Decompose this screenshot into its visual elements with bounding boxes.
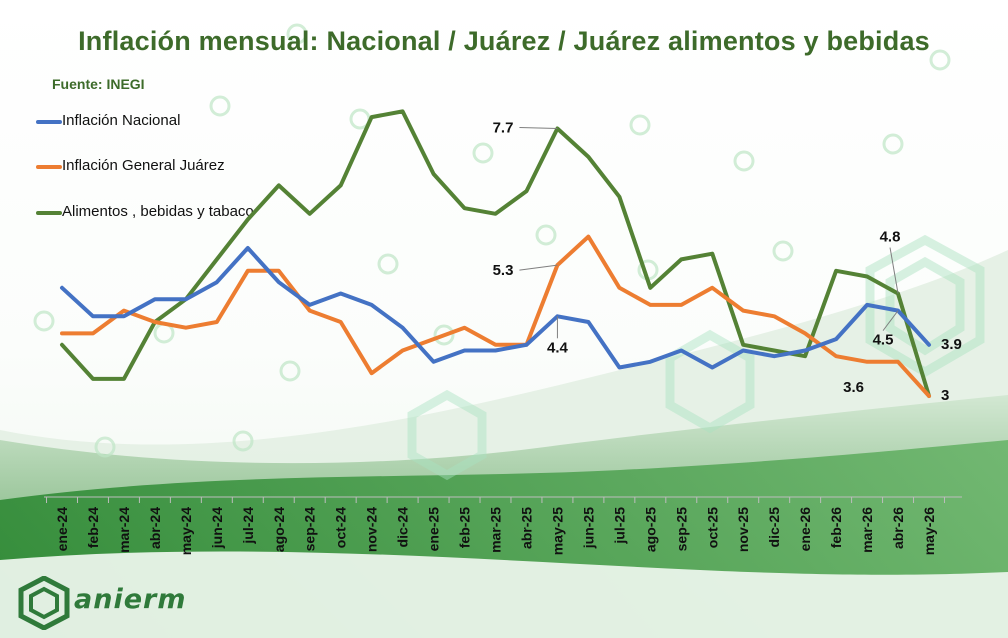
x-axis-labels: ene-24 feb-24 mar-24 abr-24 may-24 jun-24 jul-… — [54, 507, 937, 555]
hexagon-logo-icon — [18, 576, 70, 630]
data-label: 3.6 — [843, 379, 864, 396]
x-tick-label: nov-25 — [735, 507, 751, 552]
x-tick-label: ene-26 — [797, 507, 813, 552]
x-tick-label: may-25 — [549, 507, 565, 555]
x-tick-label: ago-25 — [642, 507, 658, 552]
chart-title: Inflación mensual: Nacional / Juárez / J… — [78, 26, 930, 56]
x-axis-ticks — [46, 497, 945, 503]
data-label: 4.5 — [873, 332, 894, 349]
x-tick-label: dic-25 — [766, 507, 782, 548]
logo-wordmark: anierm — [74, 584, 187, 615]
x-tick-label: oct-25 — [704, 507, 720, 548]
legend-label-juarez: Inflación General Juárez — [62, 157, 225, 174]
x-tick-label: jun-25 — [580, 507, 596, 549]
series-line-1 — [60, 234, 931, 398]
x-tick-label: abr-26 — [890, 507, 906, 549]
x-tick-label: mar-24 — [116, 507, 132, 553]
x-tick-label: may-26 — [921, 507, 937, 555]
legend-label-nacional: Inflación Nacional — [62, 112, 181, 129]
x-tick-label: abr-25 — [518, 507, 534, 549]
data-label: 7.7 — [493, 119, 514, 136]
x-tick-label: nov-24 — [364, 507, 380, 552]
data-label-leader — [889, 247, 899, 294]
data-label: 3 — [941, 387, 949, 404]
legend-label-alimentos: Alimentos , bebidas y tabaco — [62, 203, 254, 220]
x-tick-label: oct-24 — [333, 507, 349, 548]
x-tick-label: sep-25 — [673, 507, 689, 552]
source-label: Fuente: INEGI — [52, 76, 145, 92]
data-label-leader — [519, 126, 558, 129]
x-tick-label: feb-26 — [828, 507, 844, 548]
data-label: 3.9 — [941, 336, 962, 353]
data-label: 4.8 — [880, 229, 901, 246]
x-tick-label: dic-24 — [395, 507, 411, 548]
x-tick-label: abr-24 — [147, 507, 163, 549]
data-label: 5.3 — [493, 262, 514, 279]
data-label-leader — [882, 310, 899, 331]
x-tick-label: mar-25 — [488, 507, 504, 553]
x-tick-label: feb-24 — [85, 507, 101, 548]
data-label-leader — [519, 264, 558, 271]
x-tick-label: mar-26 — [859, 507, 875, 553]
legend-swatch-nacional — [36, 120, 62, 124]
data-labels: 7.7 5.3 4.4 4.8 4.5 3.9 3.6 3 — [493, 119, 962, 404]
x-tick-label: jul-25 — [611, 507, 627, 545]
x-tick-label: ene-24 — [54, 507, 70, 552]
series-lines — [60, 109, 931, 398]
data-label: 4.4 — [547, 339, 569, 356]
x-tick-label: sep-24 — [302, 507, 318, 552]
x-tick-label: may-24 — [178, 507, 194, 555]
x-tick-label: jul-24 — [240, 507, 256, 545]
legend-swatch-alimentos — [36, 211, 62, 215]
x-tick-label: feb-25 — [457, 507, 473, 548]
legend-swatch-juarez — [36, 165, 62, 169]
series-line-0 — [60, 246, 931, 370]
x-tick-label: jun-24 — [209, 507, 225, 549]
x-tick-label: ene-25 — [426, 507, 442, 552]
x-tick-label: ago-24 — [271, 507, 287, 552]
